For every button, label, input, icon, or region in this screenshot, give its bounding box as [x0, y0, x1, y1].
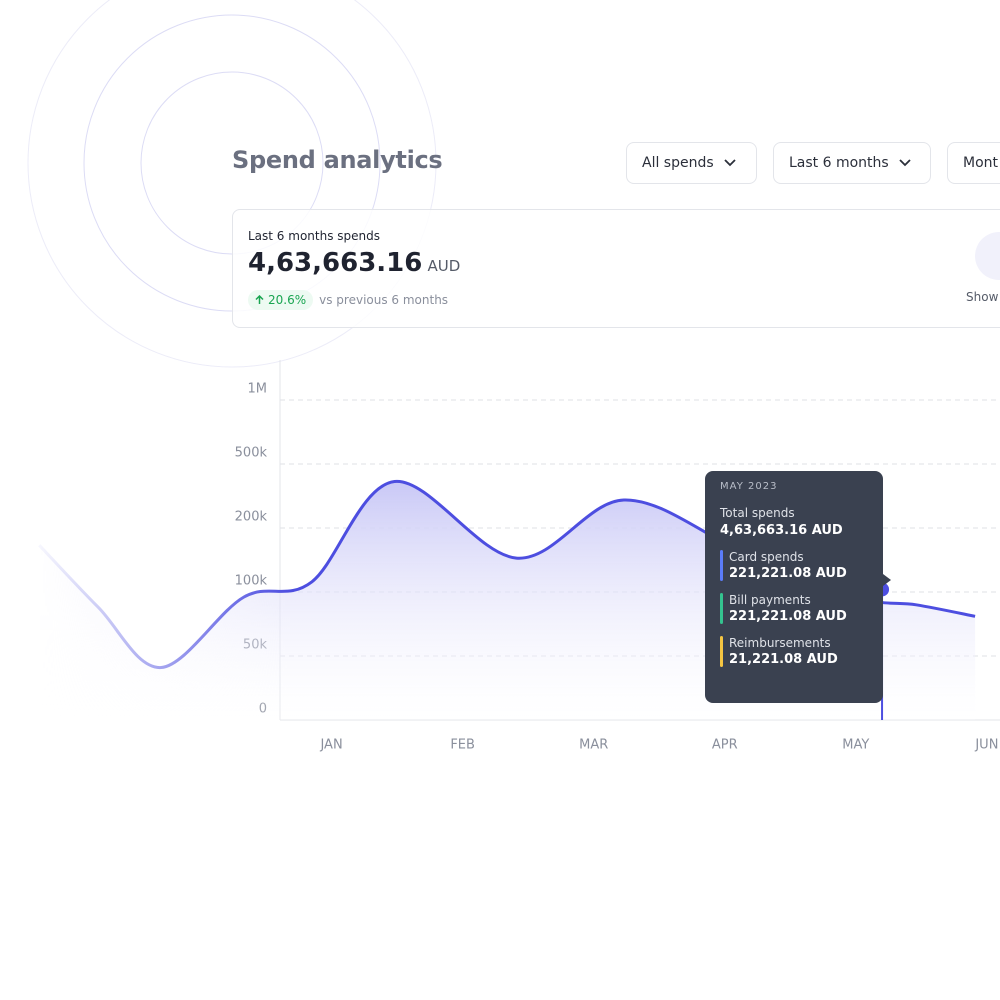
x-tick-label: JAN — [319, 738, 342, 753]
item-value: 221,221.08 AUD — [729, 566, 847, 581]
tooltip-item: Card spends 221,221.08 AUD — [720, 550, 868, 581]
change-value: 20.6% — [268, 293, 307, 307]
chevron — [724, 159, 736, 167]
item-color-bar — [720, 550, 723, 581]
filter-dropdown[interactable]: Last 6 months — [773, 142, 931, 184]
summary-card: Last 6 months spends 4,63,663.16 AUD 20.… — [232, 209, 1000, 328]
item-color-bar — [720, 593, 723, 624]
item-color-bar — [720, 636, 723, 667]
filter-dropdown[interactable]: Mont — [947, 142, 1000, 184]
summary-currency: AUD — [427, 257, 461, 275]
y-tick-label: 500k — [235, 446, 268, 461]
filter-label: Mont — [963, 155, 999, 171]
y-tick-label: 1M — [248, 382, 268, 397]
x-tick-label: JUN — [974, 738, 998, 753]
tooltip: MAY 2023 Total spends 4,63,663.16 AUD Ca… — [705, 471, 891, 703]
item-value: 21,221.08 AUD — [729, 652, 838, 667]
y-tick-label: 200k — [235, 510, 268, 525]
filter-label: Last 6 months — [789, 155, 889, 171]
show-toggle[interactable]: Show — [966, 290, 999, 304]
x-tick-label: APR — [712, 738, 738, 753]
tooltip-title: MAY 2023 — [720, 481, 778, 492]
tooltip-total-label: Total spends — [720, 506, 795, 520]
item-name: Reimbursements — [729, 636, 831, 650]
change-pill: 20.6% — [248, 290, 314, 310]
x-tick-label: MAY — [842, 738, 869, 753]
x-tick-label: MAR — [579, 738, 608, 753]
expand-button[interactable] — [975, 232, 1000, 280]
tooltip-item: Bill payments 221,221.08 AUD — [720, 593, 868, 624]
y-tick-label: 100k — [235, 574, 268, 589]
summary-amount-row: 4,63,663.16 AUD — [248, 248, 460, 278]
filter-label: All spends — [642, 155, 714, 171]
chevron — [899, 159, 911, 167]
item-text: Reimbursements 21,221.08 AUD — [729, 636, 838, 667]
filter-dropdown[interactable]: All spends — [626, 142, 757, 184]
item-text: Card spends 221,221.08 AUD — [729, 550, 847, 581]
page-title: Spend analytics — [232, 146, 443, 174]
up-arrow — [255, 295, 264, 304]
summary-label: Last 6 months spends — [248, 229, 380, 243]
item-name: Bill payments — [729, 593, 811, 607]
change-row: 20.6% vs previous 6 months — [248, 290, 448, 310]
tooltip-item: Reimbursements 21,221.08 AUD — [720, 636, 868, 667]
tooltip-items: Card spends 221,221.08 AUD Bill payments 22… — [720, 550, 868, 667]
item-name: Card spends — [729, 550, 804, 564]
tooltip-total: 4,63,663.16 AUD — [720, 523, 843, 538]
change-note: vs previous 6 months — [319, 293, 449, 307]
x-tick-label: FEB — [450, 738, 475, 753]
item-value: 221,221.08 AUD — [729, 609, 847, 624]
item-text: Bill payments 221,221.08 AUD — [729, 593, 847, 624]
summary-amount: 4,63,663.16 — [248, 248, 423, 278]
